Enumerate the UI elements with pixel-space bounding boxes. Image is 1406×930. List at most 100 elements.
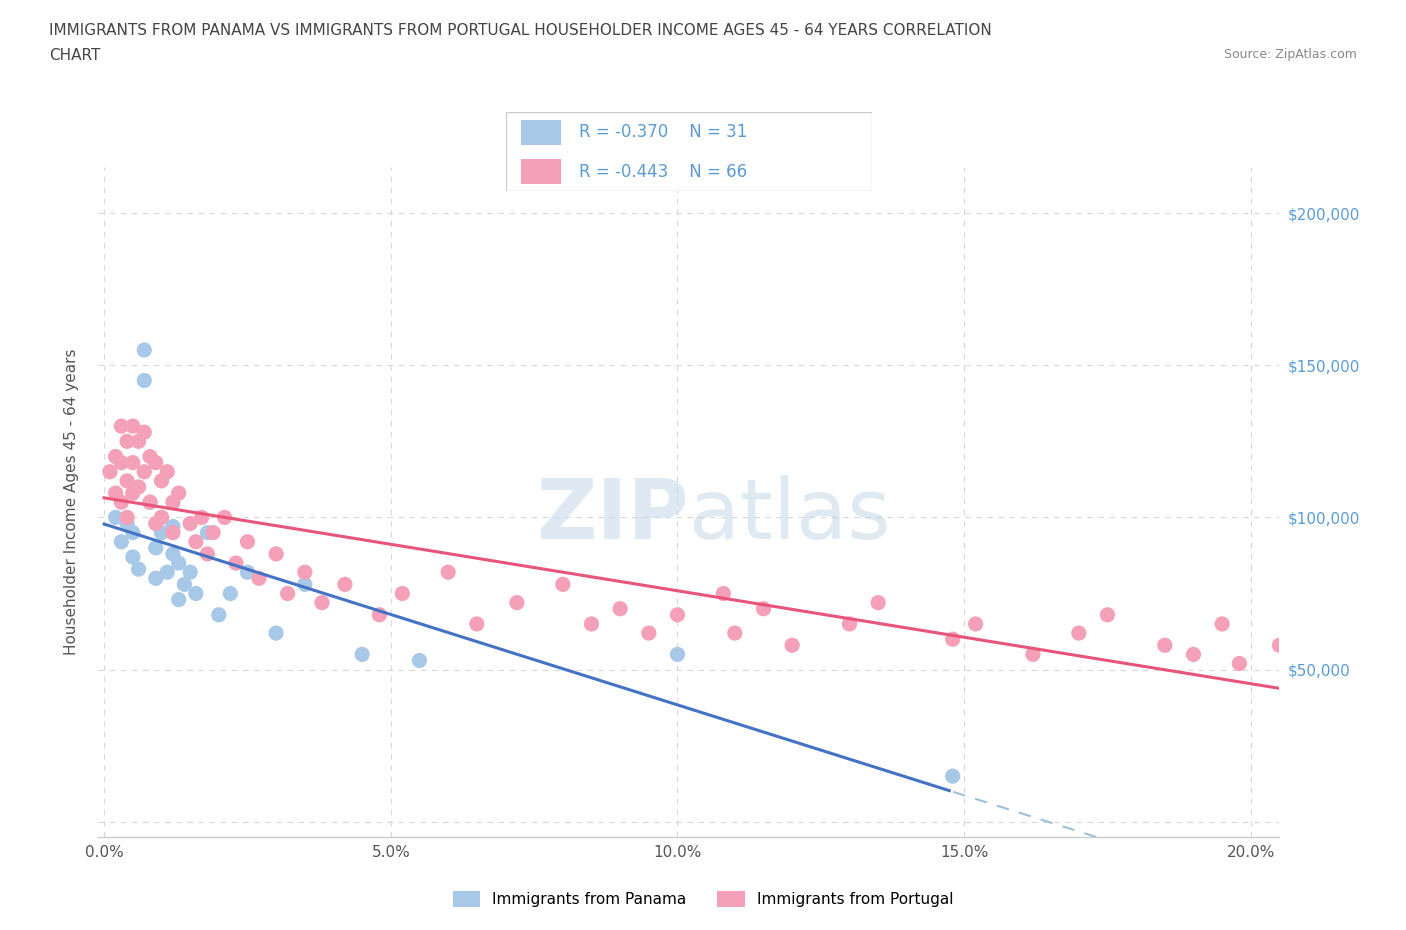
Point (104, 510, 127, 525)
Point (134, 373, 156, 388)
Point (195, 525, 218, 540)
Point (368, 607, 391, 622)
Point (437, 565, 460, 579)
Point (121, 550, 143, 565)
Point (139, 449, 162, 464)
Point (752, 602, 775, 617)
Point (98, 464, 121, 479)
Point (219, 586, 242, 601)
Point (225, 555, 247, 570)
Point (145, 455, 167, 470)
Point (179, 565, 201, 579)
Point (167, 555, 190, 570)
Y-axis label: Householder Income Ages 45 - 64 years: Householder Income Ages 45 - 64 years (65, 349, 79, 656)
Point (162, 547, 184, 562)
Point (128, 434, 150, 449)
Text: R = -0.443    N = 66: R = -0.443 N = 66 (579, 163, 748, 180)
Point (202, 525, 225, 540)
Point (780, 638, 803, 653)
Point (190, 510, 212, 525)
Point (110, 418, 132, 433)
Point (264, 626, 287, 641)
Point (115, 510, 138, 525)
Point (115, 516, 138, 531)
Point (1211, 617, 1233, 631)
Point (139, 495, 162, 510)
Point (162, 495, 184, 510)
Point (214, 510, 236, 525)
Point (1182, 647, 1205, 662)
Point (724, 626, 747, 641)
Point (408, 653, 430, 668)
Legend: Immigrants from Panama, Immigrants from Portugal: Immigrants from Panama, Immigrants from … (447, 884, 959, 913)
Point (391, 586, 413, 601)
Point (666, 607, 689, 622)
Point (121, 525, 143, 540)
Point (128, 562, 150, 577)
Point (236, 565, 259, 579)
Point (115, 434, 138, 449)
Point (711, 586, 734, 601)
Text: CHART: CHART (49, 48, 101, 63)
Point (1097, 607, 1119, 622)
Point (868, 595, 890, 610)
Point (551, 577, 574, 591)
Point (179, 516, 201, 531)
Point (134, 464, 156, 479)
Text: atlas: atlas (689, 475, 890, 556)
Point (104, 449, 127, 464)
Point (128, 480, 150, 495)
Point (666, 647, 689, 662)
Point (167, 592, 190, 607)
Point (294, 565, 316, 579)
Point (145, 540, 167, 555)
Point (942, 769, 965, 784)
Point (121, 455, 143, 470)
Text: IMMIGRANTS FROM PANAMA VS IMMIGRANTS FROM PORTUGAL HOUSEHOLDER INCOME AGES 45 - : IMMIGRANTS FROM PANAMA VS IMMIGRANTS FRO… (49, 23, 993, 38)
Point (965, 617, 987, 631)
Point (173, 577, 195, 591)
Point (104, 485, 127, 500)
FancyBboxPatch shape (520, 159, 561, 184)
Point (150, 525, 173, 540)
Point (311, 595, 333, 610)
Point (134, 425, 156, 440)
Point (1153, 638, 1175, 653)
Point (145, 516, 167, 531)
Point (942, 631, 965, 646)
Point (156, 565, 179, 579)
Point (195, 547, 218, 562)
Point (1268, 638, 1291, 653)
Point (333, 577, 356, 591)
Point (162, 519, 184, 534)
Point (609, 602, 631, 617)
Point (150, 473, 173, 488)
Point (1022, 647, 1045, 662)
Point (121, 418, 143, 433)
Point (150, 510, 173, 525)
Point (139, 495, 162, 510)
Point (236, 535, 259, 550)
Text: R = -0.370    N = 31: R = -0.370 N = 31 (579, 123, 748, 141)
Point (162, 525, 184, 540)
Point (838, 617, 860, 631)
Point (581, 617, 603, 631)
Point (352, 647, 374, 662)
Point (264, 547, 287, 562)
Point (184, 535, 207, 550)
Point (167, 485, 190, 500)
Point (1227, 656, 1250, 671)
Point (247, 571, 270, 586)
Point (110, 455, 132, 470)
Point (110, 495, 132, 510)
Point (115, 473, 138, 488)
FancyBboxPatch shape (520, 120, 561, 145)
Point (294, 577, 316, 591)
Point (110, 535, 132, 550)
Text: ZIP: ZIP (537, 475, 689, 556)
Point (121, 485, 143, 500)
Point (145, 571, 167, 586)
Point (208, 607, 231, 622)
Point (134, 342, 156, 357)
Point (156, 464, 179, 479)
